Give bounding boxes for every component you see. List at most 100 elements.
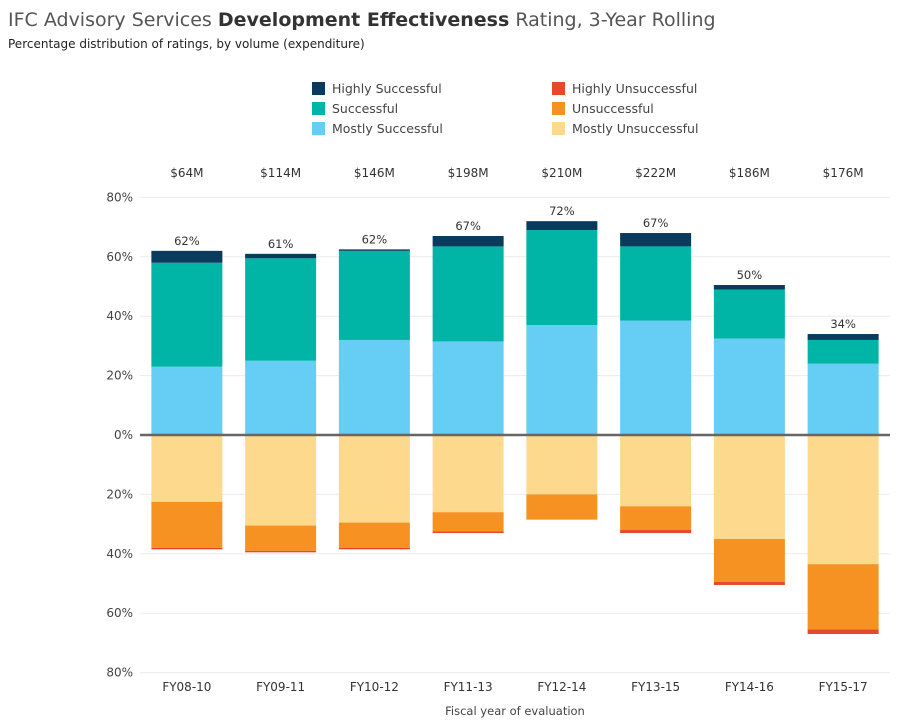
legend-swatch [312,102,325,115]
bar-unsuccessful [713,538,785,583]
bar-successful [713,289,785,339]
title-post: Rating, 3-Year Rolling [509,9,716,31]
volume-label: $210M [541,166,582,180]
total-label: 61% [268,237,294,251]
bar-highly-successful [807,334,879,340]
bar-mostly-successful [245,360,317,435]
bar-mostly-unsuccessful [807,435,879,565]
bar-unsuccessful [526,494,598,520]
bar-highly-successful [526,221,598,231]
bar-mostly-unsuccessful [526,435,598,495]
bar-successful [432,246,504,342]
bar-highly-unsuccessful [245,550,317,553]
x-tick-label: FY12-14 [537,680,586,694]
y-tick-label: 40% [106,309,133,323]
bar-mostly-unsuccessful [432,435,504,513]
bar-highly-unsuccessful [807,629,879,634]
legend-label: Successful [332,101,399,116]
bar-mostly-successful [807,363,879,435]
total-label: 67% [455,219,481,233]
volume-label: $176M [823,166,864,180]
bar-highly-successful [432,236,504,247]
legend-item-mostly-successful[interactable]: Mostly Successful [312,121,443,136]
volume-label: $198M [448,166,489,180]
volume-label: $64M [170,166,203,180]
x-tick-label: FY13-15 [631,680,680,694]
bar-unsuccessful [620,506,692,531]
legend-item-highly-successful[interactable]: Highly Successful [312,81,442,96]
chart-subtitle: Percentage distribution of ratings, by v… [8,37,365,51]
title-pre: IFC Advisory Services [8,9,218,31]
bar-highly-unsuccessful [432,531,504,534]
bar-highly-unsuccessful [620,530,692,534]
volume-label: $114M [260,166,301,180]
legend-label: Highly Successful [332,81,442,96]
legend-swatch [552,102,565,115]
bar-unsuccessful [807,564,879,630]
legend-item-successful[interactable]: Successful [312,101,398,116]
legend-swatch [552,122,565,135]
x-tick-label: FY08-10 [162,680,211,694]
volume-label: $186M [729,166,770,180]
legend-swatch [552,82,565,95]
legend-item-highly-unsuccessful[interactable]: Highly Unsuccessful [552,81,697,96]
legend-swatch [312,82,325,95]
volume-label: $146M [354,166,395,180]
bar-mostly-successful [151,366,223,435]
bar-mostly-successful [713,338,785,435]
bar-unsuccessful [338,522,410,548]
bar-highly-unsuccessful [151,547,223,550]
x-axis-label: Fiscal year of evaluation [445,704,585,718]
bar-mostly-successful [432,341,504,435]
bar-unsuccessful [245,525,317,551]
y-tick-label: 20% [106,487,133,501]
bar-successful [338,250,410,340]
total-label: 50% [737,268,763,282]
legend: Highly Successful Successful Mostly Succes… [312,81,752,143]
bar-mostly-successful [620,320,692,435]
bar-unsuccessful [432,512,504,532]
x-tick-label: FY11-13 [444,680,493,694]
x-tick-label: FY10-12 [350,680,399,694]
bar-successful [245,258,317,361]
total-label: 67% [643,216,669,230]
chart-title: IFC Advisory Services Development Effect… [8,9,716,31]
y-tick-label: 60% [106,606,133,620]
legend-label: Unsuccessful [572,101,654,116]
total-label: 62% [174,234,200,248]
bar-highly-successful [713,285,785,290]
bar-mostly-successful [338,339,410,435]
legend-swatch [312,122,325,135]
x-tick-label: FY14-16 [725,680,774,694]
bar-highly-successful [620,233,692,247]
bar-successful [151,262,223,367]
bar-mostly-unsuccessful [151,435,223,502]
legend-item-mostly-unsuccessful[interactable]: Mostly Unsuccessful [552,121,698,136]
bar-successful [620,246,692,321]
bar-mostly-unsuccessful [245,435,317,526]
bar-mostly-successful [526,325,598,435]
legend-item-unsuccessful[interactable]: Unsuccessful [552,101,654,116]
bar-unsuccessful [151,501,223,548]
bar-successful [526,230,598,326]
legend-label: Mostly Unsuccessful [572,121,699,136]
bar-successful [807,339,879,364]
bar-highly-successful [338,249,410,251]
y-tick-label: 60% [106,250,133,264]
total-label: 72% [549,204,575,218]
y-tick-label: 40% [106,547,133,561]
y-tick-label: 80% [106,666,133,680]
x-tick-label: FY09-11 [256,680,305,694]
title-bold: Development Effectiveness [217,9,510,31]
bar-highly-successful [151,250,223,263]
bar-highly-unsuccessful [338,547,410,550]
bar-highly-unsuccessful [713,582,785,585]
y-tick-label: 80% [106,190,133,204]
x-tick-label: FY15-17 [819,680,868,694]
total-label: 62% [362,232,388,246]
legend-label: Highly Unsuccessful [572,81,698,96]
bar-mostly-unsuccessful [338,435,410,523]
y-tick-label: 0% [114,428,133,442]
bar-mostly-unsuccessful [713,435,785,539]
